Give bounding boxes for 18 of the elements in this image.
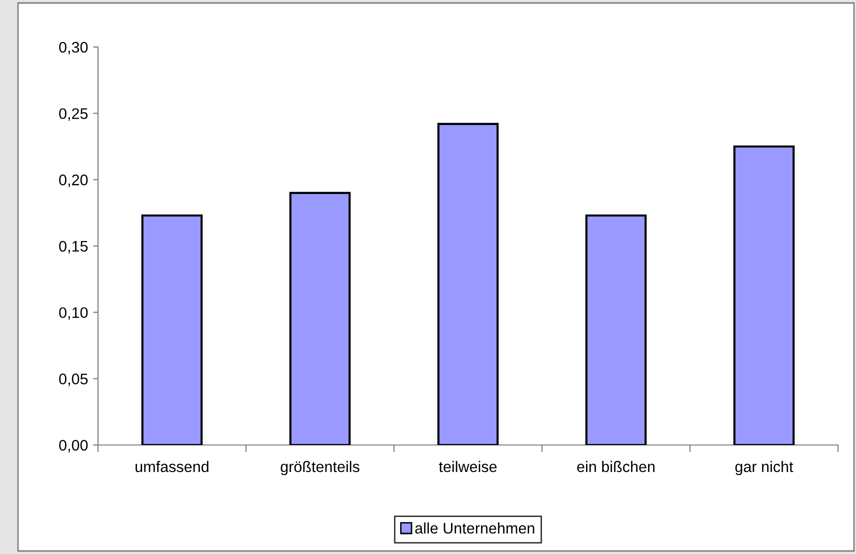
bar: [141, 214, 203, 445]
x-tick-label: ein bißchen: [577, 460, 655, 472]
x-tick-label: teilweise: [438, 460, 497, 472]
bar: [733, 145, 795, 445]
x-tick-label: größtenteils: [280, 460, 360, 476]
y-tick-label: 0,10: [59, 307, 88, 320]
y-tick-label: 0,05: [59, 374, 88, 386]
y-tick-label: 0,25: [59, 108, 88, 121]
y-tick-label: 0,00: [59, 440, 88, 452]
x-tick-label: umfassend: [136, 460, 208, 472]
bar: [437, 122, 499, 445]
bar: [585, 214, 647, 445]
y-tick-label: 0,30: [59, 42, 88, 54]
y-tick-label: 0,20: [59, 174, 88, 188]
x-tick-label: gar nicht: [735, 460, 794, 476]
bar: [289, 192, 351, 445]
y-tick-label: 0,15: [59, 240, 88, 254]
legend-label: alle Unternehmen: [415, 522, 534, 534]
